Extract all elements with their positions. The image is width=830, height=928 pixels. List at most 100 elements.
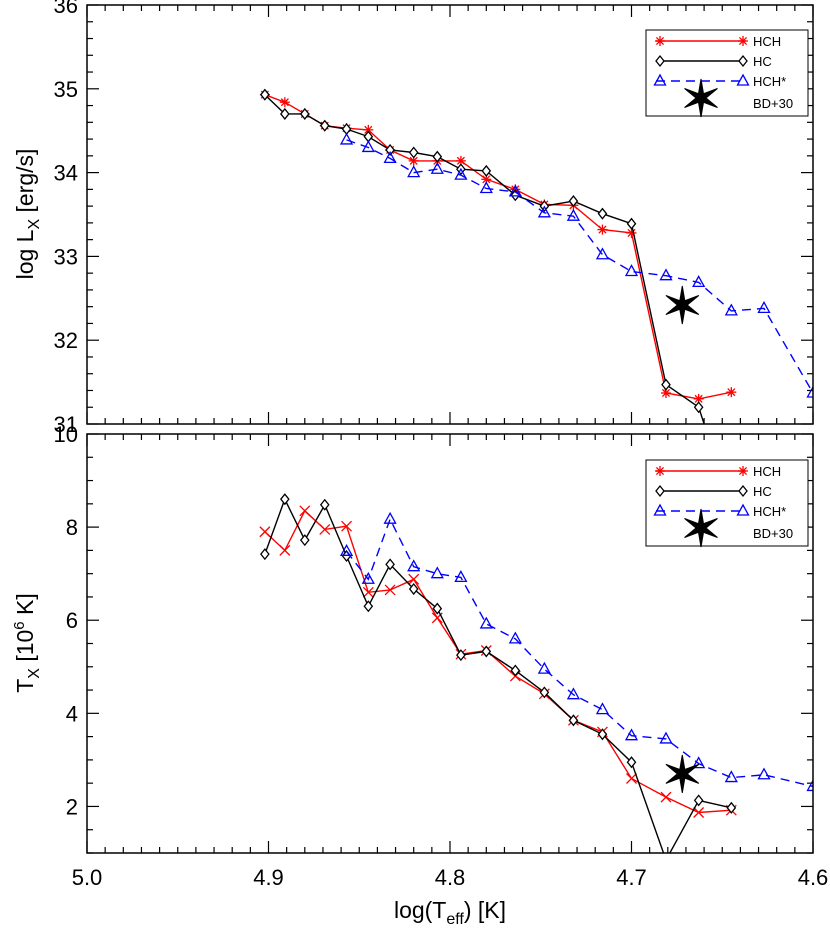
- series-line-hc: [264, 497, 732, 853]
- data-point: [279, 544, 291, 556]
- bottom-legend: HCH HC HCH* BD+30: [645, 459, 809, 548]
- data-point: [626, 773, 637, 784]
- data-point: [339, 543, 354, 556]
- bottom-ylabel-main: T: [12, 679, 38, 693]
- legend-marker: [655, 54, 665, 68]
- bottom-ylabel-unit-end: K]: [12, 593, 38, 621]
- legend-marker: [736, 503, 750, 516]
- series-line-hch: [264, 509, 732, 814]
- x-tick-label: 4.6: [798, 865, 829, 890]
- data-point: [659, 268, 673, 281]
- bottom-y-axis-label: TX [106 K]: [11, 593, 43, 693]
- legend-marker: [653, 503, 667, 516]
- legend-label: HCH: [753, 464, 781, 479]
- y-tick-label: 4: [66, 701, 78, 726]
- data-point: [624, 264, 639, 277]
- data-point: [626, 217, 637, 230]
- data-point: [454, 570, 468, 583]
- data-point: [407, 165, 421, 178]
- data-point: [693, 401, 704, 414]
- legend-marker: [653, 73, 667, 86]
- legend-marker: [655, 484, 665, 498]
- data-point: [566, 687, 581, 700]
- data-point: [597, 224, 608, 235]
- top-series: [259, 88, 813, 424]
- data-point: [408, 582, 419, 596]
- y-tick-label: 31: [54, 412, 78, 437]
- xlabel-end: ) [K]: [464, 897, 506, 923]
- data-point: [363, 124, 374, 135]
- data-point: [479, 616, 493, 629]
- legend-box: [645, 29, 809, 117]
- top-ylabel-sub: X: [26, 219, 43, 230]
- data-point: [566, 208, 581, 221]
- series-line-hch: [264, 94, 732, 400]
- data-point: [757, 301, 771, 314]
- legend-star-marker: [684, 78, 718, 118]
- xlabel-main: log(T: [394, 897, 446, 923]
- data-point: [568, 714, 579, 727]
- legend-label: BD+30: [753, 526, 793, 541]
- legend-marker: [738, 466, 748, 476]
- data-point: [568, 195, 579, 208]
- data-point: [726, 801, 737, 814]
- data-point: [341, 520, 353, 532]
- top-ylabel-main: log L: [12, 229, 38, 279]
- legend-label: HC: [753, 484, 772, 499]
- bottom-ylabel-unit: [10: [12, 630, 38, 662]
- data-point: [384, 584, 396, 596]
- data-point: [408, 573, 420, 585]
- y-tick-label: 2: [66, 794, 78, 819]
- x-tick-label: 5.0: [72, 865, 103, 890]
- data-point: [279, 97, 290, 108]
- data-point: [319, 119, 330, 132]
- x-tick-label: 4.9: [253, 865, 284, 890]
- data-point: [408, 146, 419, 159]
- top-ylabel-unit-text: [erg/s]: [12, 149, 38, 213]
- data-point: [724, 770, 738, 783]
- legend-label: HC: [753, 54, 772, 69]
- data-point: [510, 664, 521, 677]
- data-point: [661, 378, 671, 391]
- series-line-hc: [264, 94, 705, 424]
- data-point: [479, 181, 493, 194]
- data-point: [597, 207, 608, 220]
- data-point: [280, 493, 290, 506]
- data-point: [432, 602, 443, 615]
- legend-marker: [738, 54, 748, 68]
- data-point: [260, 548, 270, 561]
- data-point: [537, 205, 551, 218]
- x-tick-label: 4.7: [616, 865, 647, 890]
- data-point: [693, 794, 704, 807]
- legend-marker: [738, 484, 748, 498]
- data-point: [432, 150, 443, 163]
- data-point: [456, 649, 466, 662]
- y-tick-label: 32: [54, 328, 78, 353]
- data-point: [339, 132, 354, 145]
- data-point: [361, 571, 375, 584]
- y-tick-label: 36: [54, 0, 78, 18]
- data-point: [408, 155, 419, 166]
- data-point: [383, 151, 397, 164]
- bd30-star-marker: [665, 754, 700, 793]
- data-point: [539, 686, 550, 699]
- data-point: [806, 779, 813, 792]
- legend-star-marker: [684, 508, 718, 548]
- top-legend: HCH HC HCH* BD+30: [645, 29, 809, 118]
- y-tick-label: 10: [54, 422, 78, 447]
- x-axis-label: log(Teff) [K]: [394, 897, 506, 928]
- legend-box: [645, 459, 809, 547]
- data-point: [407, 559, 421, 572]
- top-plot-frame: [86, 4, 814, 425]
- data-point: [508, 184, 522, 197]
- data-point: [595, 702, 610, 715]
- data-point: [385, 143, 395, 157]
- bottom-y-tick-labels: 2 4 6 8 10: [54, 422, 78, 819]
- data-point: [319, 498, 330, 511]
- legend-marker: [736, 73, 750, 86]
- data-point: [260, 88, 270, 101]
- legend-marker: [738, 36, 748, 46]
- y-tick-label: 6: [66, 608, 78, 633]
